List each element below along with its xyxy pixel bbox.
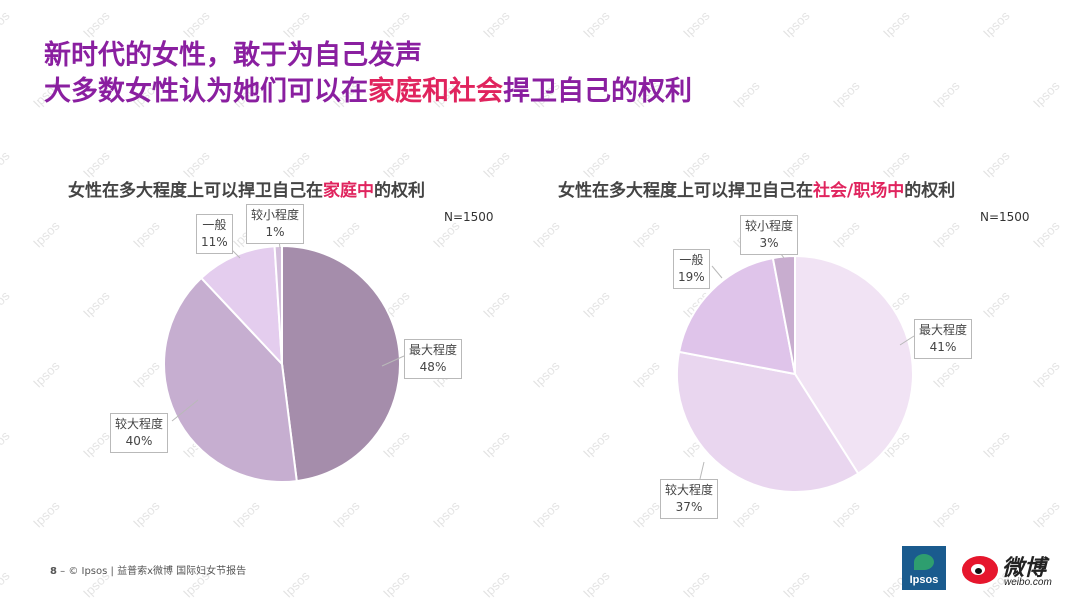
chart2-callout-general-value: 19%: [678, 270, 705, 284]
chart2-title-post: 的权利: [904, 181, 956, 201]
chart1-callout-max-value: 48%: [419, 360, 447, 374]
chart2-callout-large: 较大程度 37%: [660, 479, 719, 519]
chart1-callout-small-label: 较小程度: [251, 208, 300, 222]
ipsos-logo-text: Ipsos: [909, 574, 939, 586]
headline-line2-post: 捍卫自己的权利: [503, 76, 692, 107]
chart1-slice-1: [163, 276, 298, 483]
callout-leader-line: [699, 461, 705, 480]
headline: 新时代的女性，敢于为自己发声 大多数女性认为她们可以在家庭和社会捍卫自己的权利: [44, 38, 692, 110]
chart1-slice-0: [281, 244, 401, 483]
chart1-callout-small: 较小程度 1%: [246, 204, 305, 244]
chart1-sample-size: N=1500: [444, 210, 494, 224]
chart1-callout-max-label: 最大程度: [409, 343, 458, 357]
headline-line2-highlight: 家庭和社会: [368, 76, 503, 107]
chart2-slice-1: [676, 350, 860, 493]
chart2-callout-max-label: 最大程度: [919, 323, 968, 337]
chart1-callout-large-value: 40%: [125, 434, 153, 448]
chart1-slice-3: [273, 244, 283, 365]
footer: 8 – © Ipsos | 益普索x微博 国际妇女节报告: [50, 562, 246, 577]
page-number: 8: [50, 566, 57, 577]
chart2-callout-general-label: 一般: [679, 253, 704, 267]
footer-text: – © Ipsos | 益普索x微博 国际妇女节报告: [60, 566, 247, 577]
callout-leader-line: [899, 335, 915, 346]
chart1-callout-small-value: 1%: [265, 225, 285, 239]
chart2-title-highlight: 社会/职场中: [813, 181, 905, 201]
headline-line2-pre: 大多数女性认为她们可以在: [44, 76, 368, 107]
chart2-callout-general: 一般 19%: [673, 249, 710, 289]
ipsos-bubble-icon: [914, 554, 934, 570]
chart2-title: 女性在多大程度上可以捍卫自己在社会/职场中的权利: [558, 176, 955, 201]
weibo-logo: 微博 weibo.com: [962, 550, 1072, 590]
headline-line1: 新时代的女性，敢于为自己发声: [44, 40, 422, 71]
callout-leader-line: [381, 355, 405, 367]
weibo-logo-en: weibo.com: [1004, 577, 1052, 588]
ipsos-logo: Ipsos: [902, 546, 946, 590]
weibo-logo-cn: 微博: [1002, 556, 1047, 581]
chart2-callout-large-value: 37%: [675, 500, 703, 514]
chart2-slice-2: [677, 256, 797, 376]
chart2-callout-max: 最大程度 41%: [914, 319, 973, 359]
chart1-title-pre: 女性在多大程度上可以捍卫自己在: [68, 181, 323, 201]
chart1-callout-general-value: 11%: [201, 235, 228, 249]
chart1-callout-large: 较大程度 40%: [110, 413, 169, 453]
chart2-callout-large-label: 较大程度: [665, 483, 714, 497]
chart2-sample-size: N=1500: [980, 210, 1030, 224]
chart1-callout-general-label: 一般: [202, 218, 227, 232]
chart1-slice-2: [199, 245, 284, 367]
weibo-pupil-icon: [975, 568, 982, 574]
chart1-callout-general: 一般 11%: [196, 214, 233, 254]
chart2-callout-small-label: 较小程度: [745, 219, 794, 233]
headline-line2: 大多数女性认为她们可以在家庭和社会捍卫自己的权利: [44, 74, 692, 110]
chart1-title-post: 的权利: [374, 181, 425, 201]
chart2-callout-small-value: 3%: [759, 236, 779, 250]
chart2-callout-small: 较小程度 3%: [740, 215, 799, 255]
chart2-callout-max-value: 41%: [929, 340, 957, 354]
chart1-title: 女性在多大程度上可以捍卫自己在家庭中的权利: [68, 176, 425, 201]
chart1-callout-max: 最大程度 48%: [404, 339, 463, 379]
callout-leader-line: [231, 249, 241, 259]
chart2-title-pre: 女性在多大程度上可以捍卫自己在: [558, 181, 813, 201]
chart1-callout-large-label: 较大程度: [115, 417, 164, 431]
chart1-title-highlight: 家庭中: [323, 181, 374, 201]
chart2-slice-3: [771, 254, 796, 375]
callout-leader-line: [171, 399, 199, 422]
callout-leader-line: [711, 265, 723, 279]
